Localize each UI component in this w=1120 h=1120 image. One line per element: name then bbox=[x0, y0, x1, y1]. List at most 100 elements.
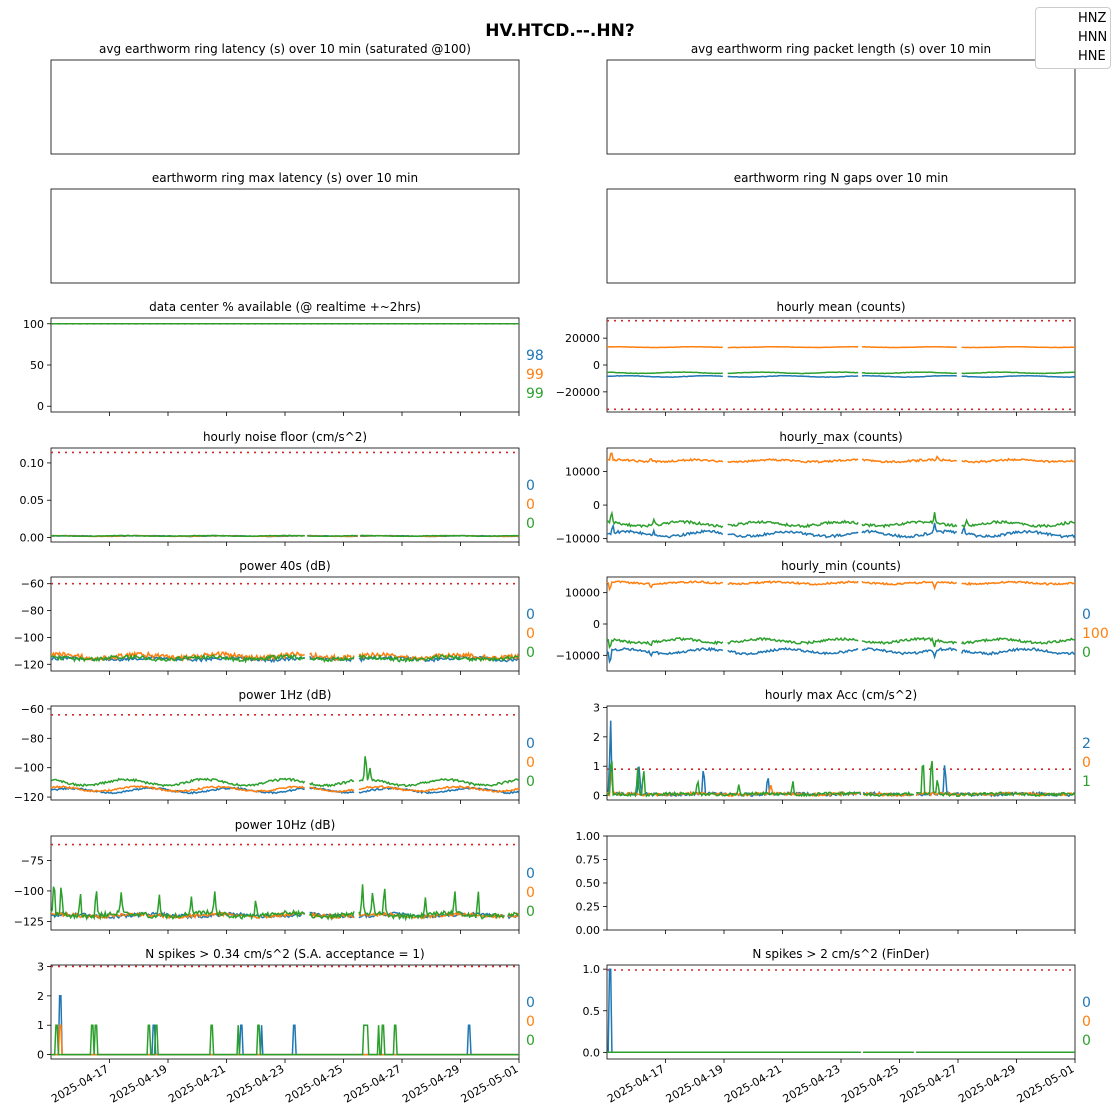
series-line-hne bbox=[50, 534, 520, 538]
panel-title: data center % available (@ realtime +~2h… bbox=[149, 300, 421, 314]
panel-title: hourly mean (counts) bbox=[776, 300, 905, 314]
x-tick-label: 2025-04-25 bbox=[839, 1062, 901, 1105]
side-value-hnz: 2 bbox=[1082, 736, 1091, 752]
y-tick-label: 0 bbox=[593, 359, 600, 372]
y-tick-label: 3 bbox=[593, 701, 600, 714]
series-line-hnn bbox=[51, 1024, 519, 1056]
y-tick-label: 0.05 bbox=[20, 494, 45, 507]
x-tick-label: 2025-04-29 bbox=[400, 1062, 462, 1105]
series-line-hnn bbox=[606, 345, 1075, 349]
y-tick-label: −60 bbox=[21, 578, 44, 591]
side-value-hnz: 0 bbox=[526, 478, 535, 494]
panel-n-gaps: earthworm ring N gaps over 10 min bbox=[606, 171, 1076, 284]
series-line-hnz bbox=[51, 995, 519, 1056]
x-tick-label: 2025-04-21 bbox=[166, 1062, 228, 1105]
series-line-hne bbox=[606, 760, 1076, 798]
side-value-hnz: 0 bbox=[526, 736, 535, 752]
y-tick-label: 0 bbox=[37, 400, 44, 413]
y-tick-label: −75 bbox=[21, 854, 44, 867]
side-value-hnn: 0 bbox=[526, 626, 535, 642]
series-line-hne bbox=[51, 1024, 519, 1056]
y-tick-label: 10000 bbox=[565, 587, 600, 600]
axes-frame bbox=[606, 188, 1076, 284]
panel-avg-packet-length: avg earthworm ring packet length (s) ove… bbox=[606, 42, 1076, 155]
panel-title: hourly max Acc (cm/s^2) bbox=[765, 688, 917, 702]
side-value-hnn: 0 bbox=[526, 497, 535, 513]
panel-title: power 40s (dB) bbox=[239, 559, 330, 573]
side-value-hnz: 0 bbox=[526, 995, 535, 1011]
panel-title: N spikes > 0.34 cm/s^2 (S.A. acceptance … bbox=[145, 947, 424, 961]
y-tick-label: −80 bbox=[21, 605, 44, 618]
axes-frame bbox=[606, 964, 1076, 1060]
side-value-hne: 1 bbox=[1082, 774, 1091, 790]
side-value-hne: 0 bbox=[1082, 645, 1091, 661]
panel-title: power 10Hz (dB) bbox=[235, 818, 336, 832]
panel-title: power 1Hz (dB) bbox=[239, 688, 332, 702]
panel-spikes-034: N spikes > 0.34 cm/s^2 (S.A. acceptance … bbox=[37, 947, 535, 1106]
side-value-hne: 0 bbox=[526, 645, 535, 661]
y-tick-label: −100 bbox=[14, 762, 44, 775]
y-tick-label: 1.00 bbox=[576, 830, 601, 843]
legend-item-hnn: HNN bbox=[1078, 30, 1108, 45]
y-tick-label: 1 bbox=[37, 1019, 44, 1032]
y-tick-label: 20000 bbox=[565, 332, 600, 345]
series-line-hnn bbox=[606, 452, 1076, 464]
y-tick-label: 0.75 bbox=[576, 854, 601, 867]
series-line-hnz bbox=[607, 968, 1075, 1054]
x-tick-label: 2025-04-27 bbox=[898, 1062, 960, 1105]
axes-frame bbox=[606, 447, 1076, 543]
legend-item-hnz: HNZ bbox=[1078, 11, 1107, 26]
legend: HNZ HNN HNE bbox=[1035, 7, 1111, 69]
axes-frame bbox=[50, 964, 520, 1060]
axes-frame bbox=[606, 835, 1076, 931]
x-tick-label: 2025-04-25 bbox=[283, 1062, 345, 1105]
side-value-hnz: 0 bbox=[526, 866, 535, 882]
panel-power-10hz: power 10Hz (dB) −125 −100 −75 0 0 0 bbox=[14, 818, 535, 934]
side-value-hne: 0 bbox=[1082, 1033, 1091, 1049]
panel-title: avg earthworm ring latency (s) over 10 m… bbox=[99, 42, 471, 56]
panel-noise-floor: hourly noise floor (cm/s^2) 0.00 0.05 0.10 0… bbox=[20, 430, 535, 546]
side-value-hnn: 0 bbox=[1082, 755, 1091, 771]
side-value-hnn: 0 bbox=[1082, 1014, 1091, 1030]
panel-max-acc: hourly max Acc (cm/s^2) 0 1 2 3 2 0 1 bbox=[593, 688, 1091, 804]
side-value-hnn: 0 bbox=[526, 755, 535, 771]
side-value-hne: 0 bbox=[526, 904, 535, 920]
panel-hourly-min: hourly_min (counts) −10000 0 10000 0 100 0 bbox=[556, 559, 1109, 675]
series-line-hne bbox=[606, 510, 1076, 529]
axes-frame bbox=[50, 188, 520, 284]
panel-spikes-2: N spikes > 2 cm/s^2 (FinDer) 0.0 0.5 1.0 202… bbox=[583, 947, 1091, 1106]
series-line-hne bbox=[50, 756, 520, 788]
y-tick-label: 0 bbox=[593, 499, 600, 512]
panel-title: hourly noise floor (cm/s^2) bbox=[203, 430, 367, 444]
side-value-hne: 0 bbox=[526, 1033, 535, 1049]
x-tick-label: 2025-05-01 bbox=[1015, 1062, 1077, 1105]
side-value-hnz: 0 bbox=[1082, 607, 1091, 623]
y-tick-label: 0 bbox=[593, 790, 600, 803]
series-line-hne bbox=[50, 653, 519, 664]
series-line-hne bbox=[606, 371, 1076, 375]
y-tick-label: −60 bbox=[21, 703, 44, 716]
side-value-hne: 0 bbox=[526, 516, 535, 532]
y-tick-label: 0.50 bbox=[576, 877, 601, 890]
side-value-hne: 99 bbox=[526, 386, 544, 402]
y-tick-label: 2 bbox=[593, 731, 600, 744]
y-tick-label: −100 bbox=[14, 631, 44, 644]
y-tick-label: 100 bbox=[23, 318, 44, 331]
figure-title: HV.HTCD.--.HN? bbox=[485, 21, 634, 41]
y-tick-label: 0.10 bbox=[20, 457, 45, 470]
x-tick-label: 2025-04-29 bbox=[956, 1062, 1018, 1105]
axes-frame bbox=[50, 447, 520, 543]
y-tick-label: 10000 bbox=[565, 466, 600, 479]
y-tick-label: −10000 bbox=[556, 649, 600, 662]
y-tick-label: 0 bbox=[593, 618, 600, 631]
y-tick-label: 1.0 bbox=[583, 963, 601, 976]
y-tick-label: 0.0 bbox=[583, 1046, 601, 1059]
x-tick-label: 2025-05-01 bbox=[459, 1062, 521, 1105]
x-tick-label: 2025-04-17 bbox=[49, 1062, 111, 1105]
series-line-hnz bbox=[606, 720, 1076, 798]
y-tick-label: −120 bbox=[14, 658, 44, 671]
side-value-hnz: 0 bbox=[526, 607, 535, 623]
y-tick-label: 3 bbox=[37, 960, 44, 973]
panel-power-1hz: power 1Hz (dB) −120 −100 −80 −60 0 0 0 bbox=[14, 688, 535, 804]
legend-item-hne: HNE bbox=[1078, 49, 1106, 64]
